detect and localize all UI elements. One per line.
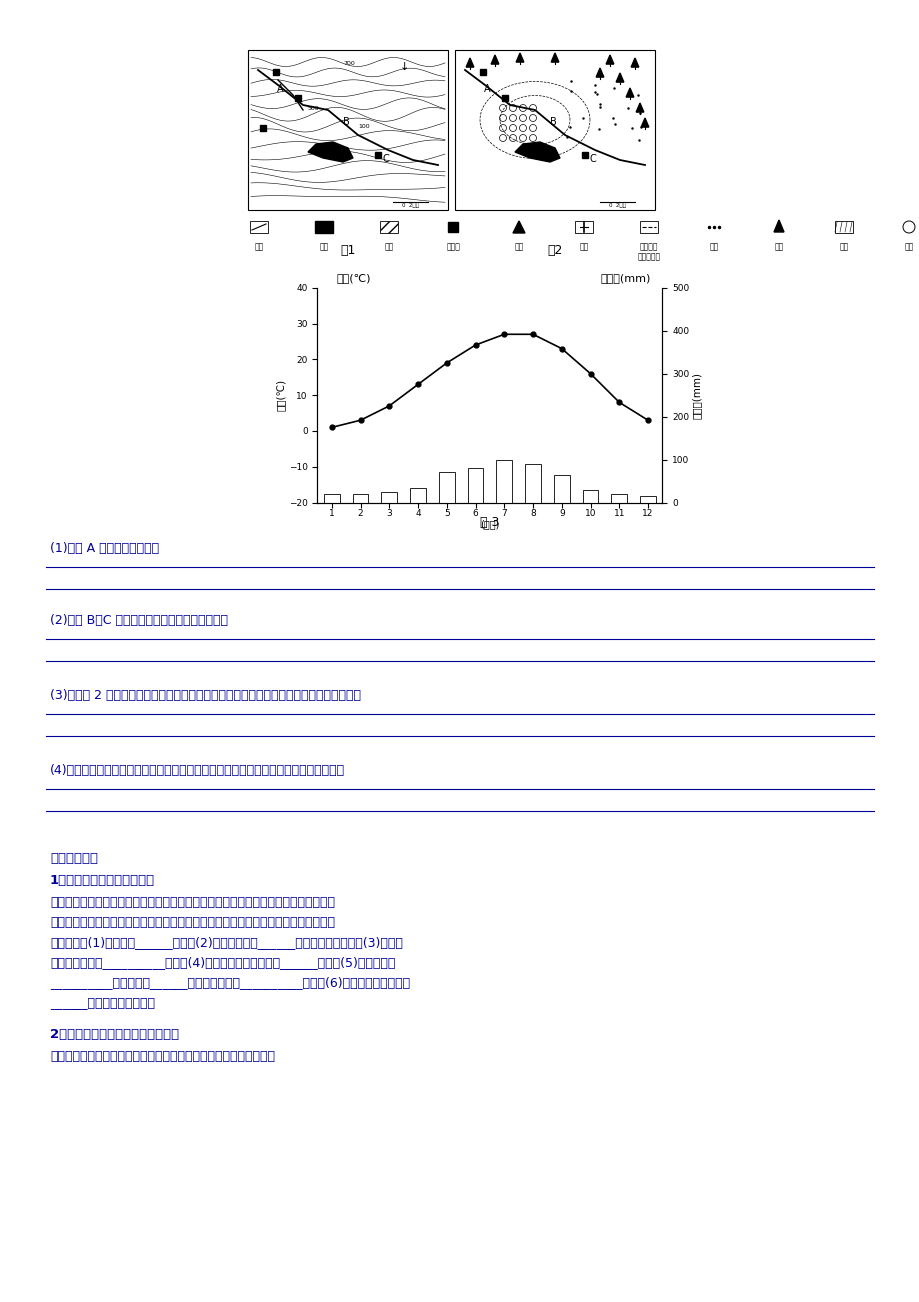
Text: A: A: [483, 85, 490, 94]
Bar: [438, 473, 454, 503]
Text: 图2: 图2: [547, 243, 562, 256]
Text: (3)指出图 2 中土地利用不合理的现象，并说明这些现象对湖泊及其下游环境造成的影响。: (3)指出图 2 中土地利用不合理的现象，并说明这些现象对湖泊及其下游环境造成的…: [50, 689, 360, 702]
Text: 与降水、地形和__________有关；(4)结冰期：长短与有无由______决定；(5)含沙量：与: 与降水、地形和__________有关；(4)结冰期：长短与有无由______决…: [50, 956, 395, 969]
Bar: [448, 223, 458, 232]
Text: 裸岩: 裸岩: [709, 242, 718, 251]
Polygon shape: [466, 59, 473, 68]
Bar: [553, 475, 569, 503]
Text: 耕地: 耕地: [838, 242, 847, 251]
Polygon shape: [630, 59, 638, 68]
Polygon shape: [606, 55, 613, 64]
Bar: [380, 221, 398, 233]
Text: (1)说明 A 支流的水文特征。: (1)说明 A 支流的水文特征。: [50, 542, 159, 555]
Text: B: B: [342, 117, 349, 128]
Text: 图1: 图1: [340, 243, 356, 256]
Bar: [496, 460, 512, 503]
Bar: [467, 469, 482, 503]
Text: B: B: [549, 117, 556, 128]
Text: ↓: ↓: [400, 62, 409, 72]
Text: A: A: [277, 85, 283, 94]
Bar: [352, 493, 368, 503]
Text: 500: 500: [308, 105, 319, 111]
Bar: [381, 492, 397, 503]
Polygon shape: [513, 221, 525, 233]
Text: 0  2千米: 0 2千米: [608, 202, 626, 208]
Text: 要进一步分析某河流对流域内人类生活的影响，可从以下方面考虑：: 要进一步分析某河流对流域内人类生活的影响，可从以下方面考虑：: [50, 1049, 275, 1062]
Bar: [273, 69, 278, 76]
Text: 2．河流对人类生活影响的分析思路: 2．河流对人类生活影响的分析思路: [50, 1029, 179, 1042]
Bar: [582, 490, 597, 503]
Bar: [250, 221, 267, 233]
Bar: [640, 496, 655, 503]
Text: (4)如果在该地区选址建水库，你认为除上述方面的资料外还需要收集哪些方面的资料？: (4)如果在该地区选址建水库，你认为除上述方面的资料外还需要收集哪些方面的资料？: [50, 764, 345, 777]
Bar: [375, 152, 380, 158]
Polygon shape: [635, 103, 643, 112]
Polygon shape: [308, 142, 353, 161]
Bar: [323, 493, 339, 503]
Text: 湿地: 湿地: [384, 242, 393, 251]
Text: 山峰: 山峰: [514, 242, 523, 251]
X-axis label: (月份): (月份): [480, 519, 499, 529]
Text: 先要认识到河流是地形和气候综合作用的产物，然后从地形、气候特征等方面分析河流: 先要认识到河流是地形和气候综合作用的产物，然后从地形、气候特征等方面分析河流: [50, 917, 335, 930]
Y-axis label: 降水量(mm): 降水量(mm): [691, 371, 701, 419]
Bar: [410, 487, 425, 503]
Text: 河流: 河流: [254, 242, 264, 251]
Text: 1．河流水文特征的分析思路: 1．河流水文特征的分析思路: [50, 874, 155, 887]
Text: 0  2千米: 0 2千米: [403, 202, 419, 208]
Polygon shape: [626, 89, 633, 98]
Text: (2)说出 B、C 两支流在开发利用方向上的不同。: (2)说出 B、C 两支流在开发利用方向上的不同。: [50, 615, 228, 628]
Bar: [314, 221, 333, 233]
Text: 果园: 果园: [903, 242, 913, 251]
Bar: [611, 493, 627, 503]
Text: 700: 700: [343, 61, 355, 66]
Polygon shape: [641, 118, 648, 128]
Text: 居民点: 居民点: [447, 242, 460, 251]
Bar: [574, 221, 593, 233]
Text: C: C: [382, 154, 389, 164]
Text: __________状况、河流______条件、流域内的__________有关；(6)水能蕴藏量：取决于: __________状况、河流______条件、流域内的__________有关…: [50, 976, 410, 990]
Bar: [582, 152, 587, 158]
Bar: [455, 49, 654, 210]
Text: 林地: 林地: [774, 242, 783, 251]
Polygon shape: [515, 142, 560, 161]
Bar: [248, 49, 448, 210]
Bar: [260, 125, 266, 132]
Bar: [480, 69, 485, 76]
Text: 温度(℃): 温度(℃): [336, 273, 371, 284]
Bar: [525, 464, 540, 503]
Text: 【反思归纳】: 【反思归纳】: [50, 852, 98, 865]
Bar: [640, 221, 657, 233]
Polygon shape: [491, 55, 498, 64]
Bar: [502, 95, 507, 102]
Text: 降水量(mm): 降水量(mm): [600, 273, 650, 284]
Bar: [295, 95, 301, 102]
Polygon shape: [773, 220, 783, 232]
Polygon shape: [516, 53, 523, 62]
Y-axis label: 温度(℃): 温度(℃): [276, 379, 286, 411]
Text: 图 3: 图 3: [480, 516, 499, 529]
Text: 瀑布: 瀑布: [579, 242, 588, 251]
Text: ______和地势落差两方面。: ______和地势落差两方面。: [50, 996, 154, 1009]
Text: 100: 100: [357, 124, 369, 129]
Text: C: C: [589, 154, 596, 164]
Text: 湖泊: 湖泊: [319, 242, 328, 251]
Text: 土地利用
类型区界线: 土地利用 类型区界线: [637, 242, 660, 262]
Polygon shape: [616, 73, 623, 82]
Bar: [834, 221, 852, 233]
Text: 以下特征：(1)流向：由______决定；(2)河网密度：与______、降水多少均有关；(3)流量：: 以下特征：(1)流向：由______决定；(2)河网密度：与______、降水多…: [50, 936, 403, 949]
Polygon shape: [596, 68, 603, 77]
Polygon shape: [550, 53, 558, 62]
Text: 要掌握一条河流的水文特征及其对人类活动的影响，并提出合理的开发和整治措施，首: 要掌握一条河流的水文特征及其对人类活动的影响，并提出合理的开发和整治措施，首: [50, 896, 335, 909]
